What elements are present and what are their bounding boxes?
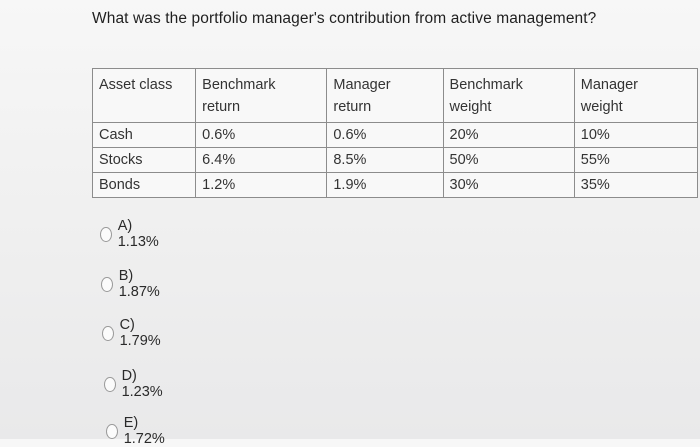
option-a[interactable]: A) 1.13% bbox=[100, 218, 162, 250]
option-b-label: B) 1.87% bbox=[118, 268, 160, 300]
header-benchmark-weight: Benchmark weight bbox=[442, 68, 575, 123]
header-asset-class-label: Asset class bbox=[99, 77, 173, 93]
cell-benchmark-return: 1.2% bbox=[195, 172, 328, 198]
option-d-label: D) 1.23% bbox=[121, 368, 163, 400]
radio-button-b[interactable] bbox=[101, 276, 113, 292]
table-row: Bonds 1.2% 1.9% 30% 35% bbox=[91, 172, 699, 198]
cell-manager-weight: 35% bbox=[573, 172, 699, 198]
header-benchmark-return: Benchmark return bbox=[195, 68, 328, 123]
cell-benchmark-return: 6.4% bbox=[195, 147, 328, 173]
header-benchmark-return-line1: Benchmark bbox=[202, 77, 276, 93]
option-a-label: A) 1.13% bbox=[117, 218, 159, 250]
cell-asset: Stocks bbox=[91, 147, 197, 173]
cell-benchmark-weight: 30% bbox=[442, 172, 575, 198]
table-row: Cash 0.6% 0.6% 20% 10% bbox=[91, 122, 699, 148]
header-manager-weight-line1: Manager bbox=[580, 77, 638, 93]
option-c-label: C) 1.79% bbox=[119, 317, 161, 349]
header-manager-return-line2: return bbox=[333, 99, 372, 115]
table-row: Stocks 6.4% 8.5% 50% 55% bbox=[91, 147, 699, 173]
table-header-row: Asset class Benchmark return Manager retur… bbox=[91, 68, 699, 123]
cell-manager-weight: 55% bbox=[573, 147, 699, 173]
cell-manager-return: 8.5% bbox=[326, 147, 444, 173]
cell-benchmark-weight: 20% bbox=[442, 122, 575, 148]
cell-manager-return: 1.9% bbox=[326, 172, 444, 198]
option-e[interactable]: E) 1.72% bbox=[106, 415, 168, 447]
option-e-label: E) 1.72% bbox=[123, 415, 165, 447]
radio-button-d[interactable] bbox=[104, 376, 116, 392]
cell-benchmark-return: 0.6% bbox=[195, 122, 328, 148]
header-manager-return: Manager return bbox=[326, 68, 444, 123]
radio-button-c[interactable] bbox=[102, 325, 114, 341]
header-asset-class: Asset class bbox=[91, 68, 197, 123]
cell-asset: Cash bbox=[91, 122, 197, 148]
cell-asset: Bonds bbox=[91, 172, 197, 198]
header-manager-weight-line2: weight bbox=[580, 99, 623, 115]
option-c[interactable]: C) 1.79% bbox=[102, 317, 164, 349]
header-manager-return-line1: Manager bbox=[333, 77, 391, 93]
cell-manager-weight: 10% bbox=[573, 122, 699, 148]
header-benchmark-weight-line1: Benchmark bbox=[449, 77, 523, 93]
returns-table: Asset class Benchmark return Manager retur… bbox=[91, 68, 699, 198]
header-benchmark-weight-line2: weight bbox=[449, 99, 492, 115]
header-benchmark-return-line2: return bbox=[202, 99, 241, 115]
header-manager-weight: Manager weight bbox=[573, 68, 699, 123]
cell-manager-return: 0.6% bbox=[326, 122, 444, 148]
cell-benchmark-weight: 50% bbox=[442, 147, 575, 173]
question-text: What was the portfolio manager's contrib… bbox=[92, 10, 597, 27]
radio-button-e[interactable] bbox=[106, 423, 118, 439]
option-b[interactable]: B) 1.87% bbox=[101, 268, 163, 300]
option-d[interactable]: D) 1.23% bbox=[104, 368, 166, 400]
radio-button-a[interactable] bbox=[100, 226, 112, 242]
